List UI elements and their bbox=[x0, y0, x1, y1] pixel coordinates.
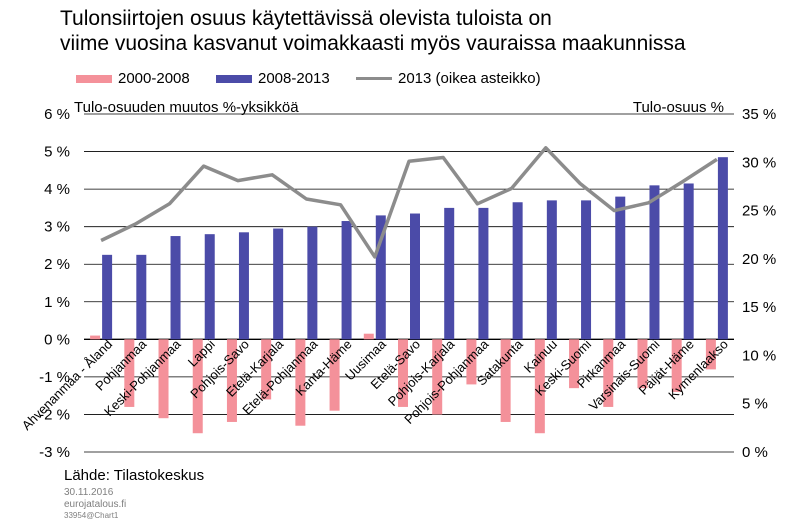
bar-2008-2013 bbox=[615, 196, 626, 340]
chart-title: Tulonsiirtojen osuus käytettävissä olevi… bbox=[60, 6, 790, 56]
right-tick-label: 10 % bbox=[742, 347, 776, 364]
bar-2008-2013 bbox=[444, 207, 455, 340]
bar-2008-2013 bbox=[546, 200, 557, 340]
bar-2000-2008 bbox=[363, 333, 374, 340]
bar-2008-2013 bbox=[273, 228, 284, 340]
chart-title-line-1: Tulonsiirtojen osuus käytettävissä olevi… bbox=[60, 7, 552, 30]
footer-date: 30.11.2016 bbox=[64, 487, 114, 498]
left-tick-label: -2 % bbox=[39, 406, 70, 423]
legend-label-2000-2008: 2000-2008 bbox=[118, 70, 190, 87]
bar-2008-2013 bbox=[581, 200, 592, 340]
left-tick-label: 4 % bbox=[44, 181, 70, 198]
legend-item-2013: 2013 (oikea asteikko) bbox=[356, 70, 541, 87]
bar-2008-2013 bbox=[717, 157, 728, 340]
bar-2000-2008 bbox=[261, 339, 272, 400]
legend-item-2000-2008: 2000-2008 bbox=[76, 70, 190, 87]
bar-2000-2008 bbox=[603, 339, 614, 407]
bar-2008-2013 bbox=[170, 236, 181, 340]
bar-2008-2013 bbox=[410, 213, 420, 340]
gridlines bbox=[84, 113, 734, 453]
right-tick-label: 25 % bbox=[742, 203, 776, 220]
bar-2000-2008 bbox=[705, 339, 716, 370]
category-labels: Ahvenanmaa - ÅlandPohjanmaaKeski-Pohjanm… bbox=[19, 336, 731, 433]
left-tick-label: 1 % bbox=[44, 294, 70, 311]
left-axis-ticks: -3 % -2 % -1 % 0 % 1 % 2 % 3 % 4 % 5 % 6 % bbox=[39, 106, 70, 461]
bar-2000-2008 bbox=[432, 339, 443, 415]
left-tick-label: 0 % bbox=[44, 331, 70, 348]
legend-swatch-2000-2008 bbox=[76, 74, 112, 83]
bar-2000-2008 bbox=[329, 339, 340, 411]
line-2013 bbox=[100, 146, 718, 259]
bar-2008-2013 bbox=[512, 202, 523, 340]
right-axis-title: Tulo-osuus % bbox=[633, 99, 724, 116]
right-tick-label: 5 % bbox=[742, 396, 768, 413]
bar-2008-2013 bbox=[649, 185, 660, 340]
bar-2008-2013 bbox=[341, 221, 352, 340]
left-tick-label: 5 % bbox=[44, 144, 70, 161]
bar-2000-2008 bbox=[90, 335, 101, 340]
legend-label-2008-2013: 2008-2013 bbox=[258, 70, 330, 87]
bar-2000-2008 bbox=[671, 339, 682, 392]
bar-2000-2008 bbox=[295, 339, 306, 426]
bar-2000-2008 bbox=[500, 339, 511, 422]
left-tick-label: -3 % bbox=[39, 444, 70, 461]
bar-2000-2008 bbox=[226, 339, 237, 422]
footer-site: eurojatalous.fi bbox=[64, 499, 127, 510]
bar-2008-2013 bbox=[478, 207, 489, 340]
bar-2000-2008 bbox=[534, 339, 545, 434]
legend-item-2008-2013: 2008-2013 bbox=[216, 70, 330, 87]
bar-2000-2008 bbox=[192, 339, 203, 434]
right-tick-label: 15 % bbox=[742, 299, 776, 316]
bar-2000-2008 bbox=[158, 339, 169, 419]
bar-2000-2008 bbox=[124, 339, 135, 407]
bar-2008-2013 bbox=[683, 183, 694, 340]
left-tick-label: 2 % bbox=[44, 256, 70, 273]
left-tick-label: 6 % bbox=[44, 106, 70, 123]
bars bbox=[90, 157, 728, 434]
bar-2008-2013 bbox=[204, 234, 215, 340]
chart-title-line-2: viime vuosina kasvanut voimakkaasti myös… bbox=[60, 32, 686, 55]
bar-2000-2008 bbox=[466, 339, 477, 385]
bar-2008-2013 bbox=[307, 226, 318, 340]
bar-2008-2013 bbox=[102, 254, 113, 340]
right-tick-label: 30 % bbox=[742, 154, 776, 171]
left-axis-title: Tulo-osuuden muutos %-yksikköä bbox=[74, 99, 299, 116]
left-tick-label: 3 % bbox=[44, 219, 70, 236]
right-tick-label: 20 % bbox=[742, 251, 776, 268]
bar-2008-2013 bbox=[238, 232, 249, 340]
bar-2008-2013 bbox=[136, 254, 147, 340]
footer-chart-id: 33954@Chart1 bbox=[64, 511, 119, 520]
right-axis-ticks: 0 % 5 % 10 % 15 % 20 % 25 % 30 % 35 % bbox=[742, 106, 776, 461]
source-note: Lähde: Tilastokeskus bbox=[64, 467, 205, 484]
legend-label-2013: 2013 (oikea asteikko) bbox=[398, 70, 541, 87]
line-series bbox=[100, 146, 718, 259]
legend-line-2013 bbox=[356, 77, 392, 80]
right-tick-label: 0 % bbox=[742, 444, 768, 461]
bar-2000-2008 bbox=[637, 339, 648, 389]
right-tick-label: 35 % bbox=[742, 106, 776, 123]
bar-2000-2008 bbox=[569, 339, 580, 389]
bar-2000-2008 bbox=[398, 339, 408, 407]
left-tick-label: -1 % bbox=[39, 369, 70, 386]
legend-swatch-2008-2013 bbox=[216, 74, 252, 83]
bar-2008-2013 bbox=[375, 215, 386, 340]
